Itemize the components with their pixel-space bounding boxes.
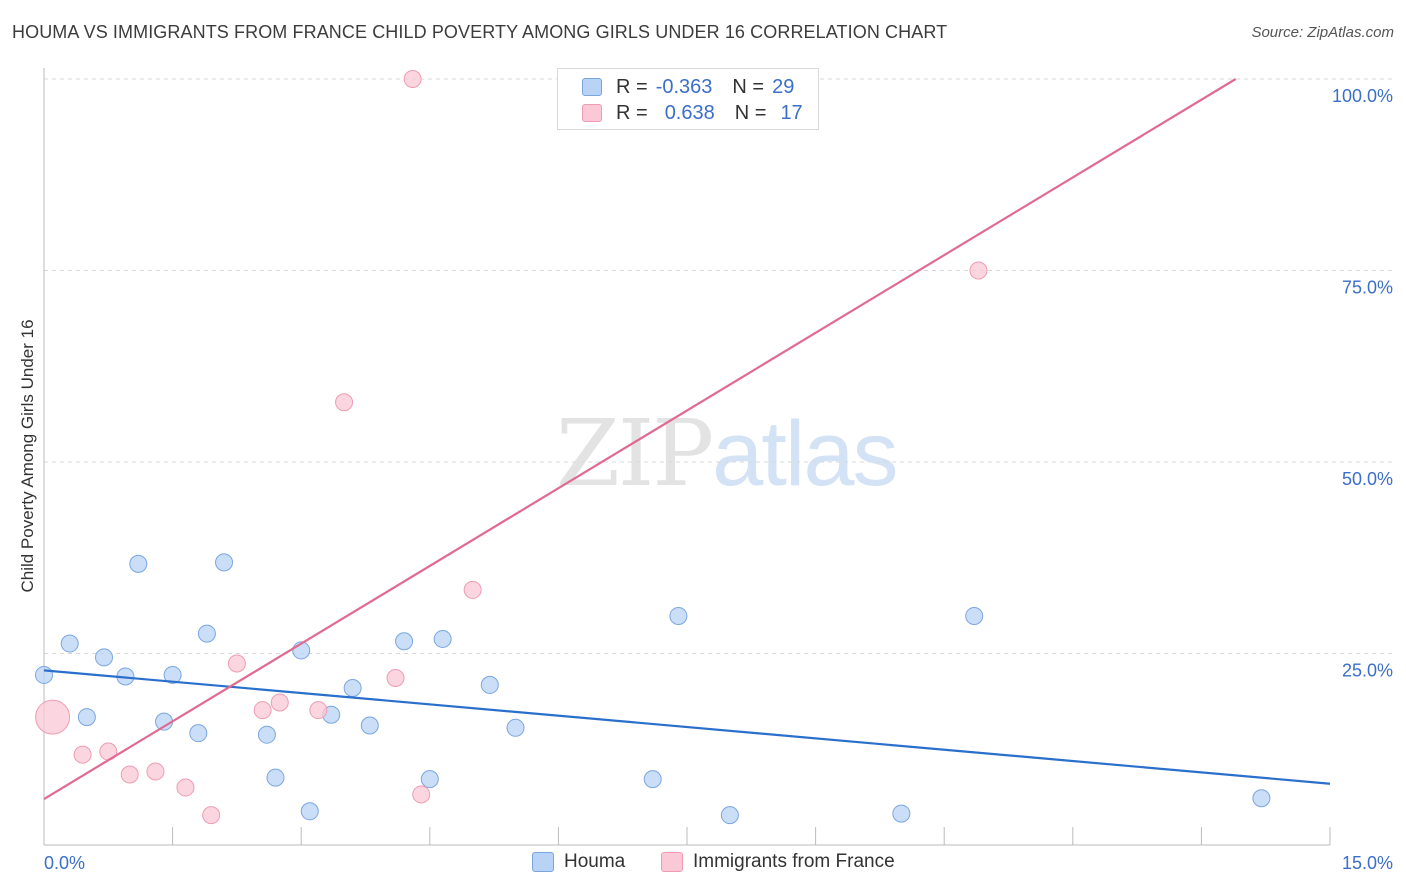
point-france (463, 580, 482, 599)
point-houma (395, 632, 414, 651)
x-tick-label: 0.0% (44, 853, 85, 873)
point-houma (129, 554, 148, 573)
y-tick-label: 75.0% (1342, 278, 1393, 298)
point-houma (892, 804, 911, 823)
series-swatch-houma (532, 852, 554, 872)
chart-title: HOUMA VS IMMIGRANTS FROM FRANCE CHILD PO… (12, 22, 948, 42)
point-houma (35, 665, 53, 684)
point-houma (343, 678, 362, 697)
point-houma (669, 606, 688, 625)
trend-layer (43, 78, 1331, 800)
legend-n-label-france: N = (734, 101, 767, 124)
point-houma (300, 802, 319, 821)
legend-row-houma: R = -0.363 N = 29 (582, 74, 794, 100)
point-houma (60, 634, 79, 653)
series-label-houma: Houma (564, 851, 626, 872)
point-houma (95, 648, 114, 667)
legend-n-label-houma: N = (732, 75, 765, 98)
watermark: ZIPatlas (556, 400, 899, 507)
legend-row-france: R = 0.638 N = 17 (582, 100, 803, 126)
y-tick-label: 25.0% (1342, 661, 1393, 681)
point-france (412, 785, 431, 804)
point-france (969, 261, 988, 280)
legend-swatch-houma (582, 78, 602, 96)
legend-r-label-france: R = (616, 101, 648, 124)
legend-r-label-houma: R = (616, 75, 648, 98)
point-houma (643, 770, 662, 789)
point-houma (163, 665, 182, 684)
legend-n-value-houma: 29 (772, 75, 795, 98)
series-legend: Houma Immigrants from France (0, 851, 1406, 879)
point-france (120, 765, 139, 784)
y-tick-label: 100.0% (1332, 86, 1393, 106)
point-france (270, 693, 289, 712)
points-layer (35, 70, 1271, 825)
legend-swatch-france (582, 104, 602, 122)
legend-r-value-houma: -0.363 (655, 75, 713, 98)
legend-r-value-france: 0.638 (664, 101, 715, 124)
series-label-france: Immigrants from France (693, 851, 895, 872)
tick-label-layer: 25.0% 50.0% 75.0% 100.0% 0.0% 15.0% (44, 86, 1393, 873)
point-houma (720, 806, 739, 825)
point-houma (480, 675, 499, 694)
watermark-atlas: atlas (712, 403, 898, 505)
series-swatch-france (661, 852, 683, 872)
trendline-france (43, 78, 1237, 800)
point-houma (197, 624, 216, 643)
point-houma (433, 629, 452, 648)
point-france (35, 699, 71, 735)
point-france (227, 654, 246, 673)
series-legend-france[interactable]: Immigrants from France (661, 851, 895, 873)
point-houma (420, 770, 439, 789)
point-houma (360, 716, 379, 735)
correlation-legend: R = -0.363 N = 29 R = 0.638 N = 17 (557, 68, 819, 130)
x-tick-label: 15.0% (1342, 853, 1393, 873)
point-houma (257, 725, 276, 744)
point-houma (215, 553, 234, 572)
point-france (403, 70, 422, 88)
point-france (386, 669, 405, 688)
watermark-zip: ZIP (556, 400, 714, 507)
point-france (309, 701, 328, 720)
y-tick-label: 50.0% (1342, 469, 1393, 489)
point-france (73, 745, 92, 764)
point-france (253, 701, 272, 720)
series-legend-houma[interactable]: Houma (532, 851, 625, 873)
point-france (202, 806, 221, 825)
point-houma (77, 708, 96, 727)
axes-layer (43, 68, 1331, 846)
trendline-houma (43, 669, 1331, 785)
point-houma (266, 768, 285, 787)
legend-n-value-france: 17 (780, 101, 803, 124)
point-houma (1252, 789, 1271, 808)
grid-layer (44, 78, 1392, 654)
point-france (176, 778, 195, 797)
point-houma (506, 718, 525, 737)
point-houma (965, 606, 984, 625)
point-france (335, 393, 354, 412)
point-houma (189, 724, 208, 743)
point-france (146, 762, 165, 781)
source-attribution: Source: ZipAtlas.com (1251, 24, 1394, 41)
